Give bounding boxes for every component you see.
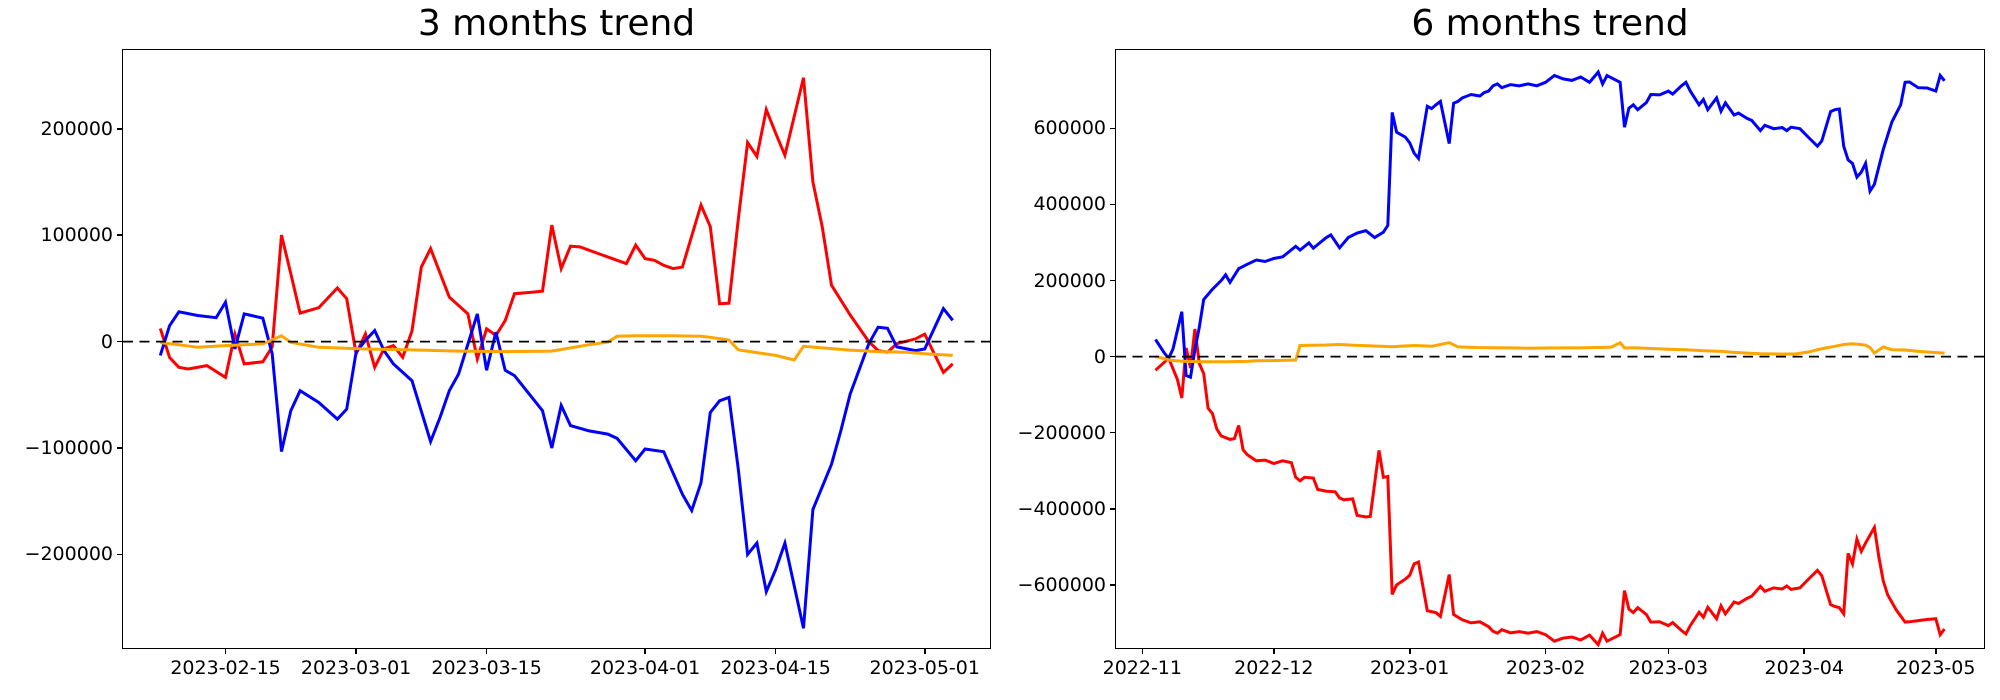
y-tick-label: −100000 <box>24 436 113 459</box>
y-tick-label: 100000 <box>40 224 113 247</box>
axes-border <box>1115 49 1985 649</box>
x-tick-label: 2023-01 <box>1370 657 1450 679</box>
y-tick-label: −200000 <box>1017 421 1106 444</box>
axes-border <box>122 49 991 649</box>
x-tick-label: 2023-05-01 <box>869 657 980 679</box>
y-tick-mark <box>117 340 123 343</box>
y-tick-mark <box>1110 507 1116 510</box>
x-tick-label: 2023-02-15 <box>170 657 281 679</box>
y-tick-mark <box>117 553 123 556</box>
y-tick-label: −600000 <box>1017 573 1106 596</box>
y-tick-label: 0 <box>1093 345 1106 368</box>
y-tick-label: 600000 <box>1033 117 1106 140</box>
x-tick-label: 2022-12 <box>1234 657 1314 679</box>
x-tick-label: 2023-02 <box>1505 657 1586 679</box>
y-tick-mark <box>1110 431 1116 434</box>
x-tick-mark <box>355 648 357 654</box>
orange-line <box>1155 340 1945 364</box>
y-tick-mark <box>117 127 123 130</box>
blue-line <box>1154 69 1946 380</box>
y-tick-label: −200000 <box>24 543 113 566</box>
x-tick-label: 2023-03-15 <box>431 657 542 679</box>
y-tick-mark <box>1110 279 1116 282</box>
x-tick-mark <box>485 648 488 654</box>
y-tick-mark <box>1110 355 1116 358</box>
right-chart-title: 6 months trend <box>1411 3 1689 44</box>
x-tick-mark <box>1544 648 1547 654</box>
x-tick-mark <box>1667 648 1670 654</box>
right-chart-plot <box>1116 69 1984 648</box>
x-tick-mark <box>1408 648 1411 654</box>
left-chart-plot <box>123 77 990 629</box>
blue-line <box>158 298 954 629</box>
x-tick-label: 2022-11 <box>1102 657 1182 679</box>
y-tick-label: −400000 <box>1017 497 1106 520</box>
x-tick-mark <box>644 648 646 654</box>
y-tick-mark <box>1110 584 1116 586</box>
x-tick-mark <box>1141 648 1144 654</box>
red-line <box>1154 328 1946 648</box>
x-tick-label: 2023-04 <box>1764 657 1844 679</box>
x-tick-mark <box>923 648 926 654</box>
x-tick-mark <box>1934 648 1937 654</box>
y-tick-label: 400000 <box>1033 193 1106 216</box>
x-tick-mark <box>224 648 227 654</box>
red-line <box>158 77 954 380</box>
y-tick-label: 0 <box>100 330 113 353</box>
orange-line <box>160 334 953 362</box>
y-tick-mark <box>1110 127 1116 130</box>
left-chart-title: 3 months trend <box>417 3 696 44</box>
x-tick-mark <box>1803 648 1806 654</box>
x-tick-label: 2023-04-15 <box>720 657 831 679</box>
x-tick-mark <box>774 648 777 654</box>
x-tick-label: 2023-03-01 <box>300 657 412 679</box>
y-tick-label: 200000 <box>40 117 113 140</box>
y-tick-mark <box>1110 203 1116 206</box>
x-tick-label: 2023-05 <box>1896 657 1976 679</box>
x-tick-label: 2023-04-01 <box>589 657 701 679</box>
y-tick-label: 200000 <box>1033 269 1106 292</box>
y-tick-mark <box>117 234 123 236</box>
x-tick-mark <box>1273 648 1275 654</box>
y-tick-mark <box>117 447 123 449</box>
x-tick-label: 2023-03 <box>1628 657 1709 679</box>
